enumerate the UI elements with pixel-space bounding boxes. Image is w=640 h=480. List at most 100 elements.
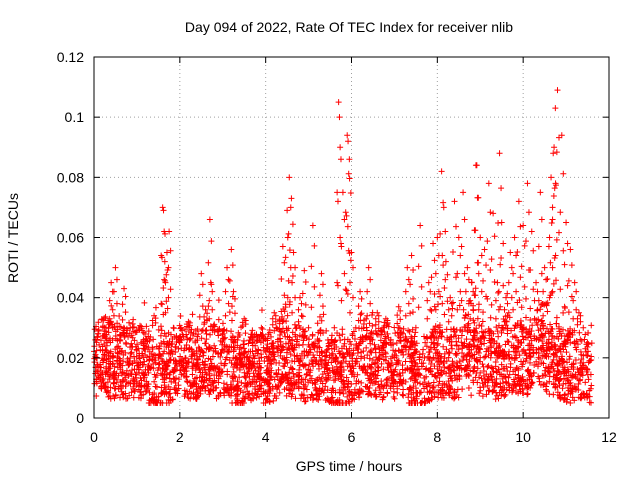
data-point bbox=[535, 297, 542, 304]
data-point bbox=[289, 279, 296, 286]
data-point bbox=[418, 283, 425, 290]
data-point bbox=[518, 263, 525, 270]
data-point bbox=[544, 276, 551, 283]
data-point bbox=[228, 246, 235, 253]
data-point bbox=[369, 330, 376, 337]
data-point bbox=[334, 189, 341, 196]
data-point bbox=[570, 297, 577, 304]
data-point bbox=[568, 262, 575, 269]
data-point bbox=[198, 270, 205, 277]
data-point bbox=[535, 243, 542, 250]
chart-title: Day 094 of 2022, Rate Of TEC Index for r… bbox=[185, 19, 513, 35]
data-point bbox=[461, 270, 468, 277]
data-point bbox=[552, 105, 559, 112]
data-point bbox=[417, 222, 424, 229]
data-point bbox=[316, 292, 323, 299]
data-point bbox=[475, 306, 482, 313]
data-point bbox=[204, 310, 211, 317]
data-point bbox=[450, 299, 456, 306]
data-point bbox=[367, 300, 374, 307]
data-point bbox=[163, 298, 170, 305]
data-point bbox=[344, 132, 351, 139]
data-point bbox=[530, 286, 537, 293]
y-tick-label: 0.02 bbox=[57, 350, 84, 366]
data-point bbox=[344, 223, 351, 230]
data-point bbox=[400, 330, 406, 337]
data-point bbox=[461, 216, 468, 223]
data-point bbox=[337, 144, 344, 151]
data-point bbox=[289, 221, 296, 228]
data-point bbox=[410, 266, 417, 273]
data-point bbox=[564, 240, 571, 247]
data-point bbox=[219, 330, 226, 337]
data-point bbox=[334, 282, 341, 289]
data-point bbox=[222, 312, 229, 319]
data-point bbox=[347, 279, 353, 286]
data-point bbox=[167, 286, 174, 293]
data-point bbox=[181, 372, 188, 379]
data-point bbox=[355, 317, 362, 324]
y-tick-label: 0 bbox=[76, 410, 84, 426]
data-point bbox=[442, 258, 449, 265]
data-point bbox=[450, 248, 456, 255]
data-point bbox=[282, 301, 289, 308]
data-point bbox=[415, 263, 422, 270]
data-point bbox=[472, 292, 479, 299]
data-point bbox=[531, 315, 538, 322]
data-point bbox=[106, 297, 113, 304]
data-point bbox=[508, 264, 515, 271]
data-point bbox=[374, 309, 381, 316]
data-point bbox=[335, 99, 342, 106]
data-point bbox=[138, 339, 145, 346]
data-point bbox=[552, 252, 559, 259]
data-point bbox=[478, 288, 485, 295]
data-point bbox=[149, 322, 156, 329]
data-point bbox=[457, 252, 464, 259]
data-point bbox=[468, 279, 475, 286]
data-point bbox=[504, 300, 511, 307]
data-point bbox=[481, 246, 488, 253]
data-point bbox=[517, 223, 524, 230]
data-point bbox=[514, 248, 521, 255]
data-point bbox=[196, 292, 203, 299]
data-point bbox=[550, 280, 557, 287]
data-point bbox=[287, 204, 294, 211]
data-point bbox=[504, 312, 511, 319]
data-point bbox=[538, 270, 545, 277]
data-point bbox=[544, 308, 551, 315]
data-point bbox=[457, 288, 464, 295]
data-point bbox=[166, 228, 173, 235]
data-point bbox=[549, 264, 556, 271]
background-samples bbox=[91, 279, 595, 406]
data-point bbox=[319, 303, 326, 310]
data-point bbox=[266, 357, 273, 364]
data-point bbox=[113, 276, 120, 283]
data-point bbox=[402, 312, 409, 319]
data-point bbox=[254, 372, 261, 379]
data-point bbox=[498, 219, 505, 226]
data-point bbox=[378, 360, 385, 367]
data-point bbox=[492, 315, 499, 322]
data-point bbox=[415, 304, 422, 311]
data-point bbox=[327, 339, 334, 346]
data-point bbox=[159, 301, 166, 308]
data-point bbox=[206, 297, 213, 304]
data-point bbox=[290, 249, 297, 256]
data-point bbox=[549, 288, 556, 295]
data-point bbox=[428, 307, 435, 314]
data-point bbox=[167, 247, 174, 254]
y-tick-label: 0.04 bbox=[57, 290, 84, 306]
data-point bbox=[439, 300, 446, 307]
data-point bbox=[176, 336, 183, 343]
data-point bbox=[491, 233, 498, 240]
data-point bbox=[109, 306, 116, 313]
data-point bbox=[501, 318, 508, 325]
data-point bbox=[284, 234, 291, 241]
data-point bbox=[577, 318, 584, 325]
data-point bbox=[225, 276, 232, 283]
x-axis-ticks: 0 2 4 6 8 10 12 bbox=[90, 57, 617, 445]
data-point bbox=[311, 242, 318, 249]
data-point bbox=[119, 316, 126, 323]
data-point bbox=[289, 273, 296, 280]
data-point bbox=[302, 279, 309, 286]
